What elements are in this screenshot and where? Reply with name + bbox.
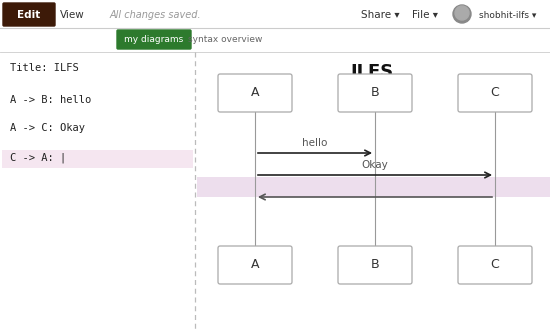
Circle shape <box>455 6 469 20</box>
Text: ILFS: ILFS <box>351 63 394 81</box>
Text: View: View <box>59 10 84 20</box>
Bar <box>197 177 550 197</box>
Text: C: C <box>491 259 499 272</box>
FancyBboxPatch shape <box>338 246 412 284</box>
Text: syntax overview: syntax overview <box>188 36 262 44</box>
FancyBboxPatch shape <box>218 74 292 112</box>
Text: shobhit-ilfs ▾: shobhit-ilfs ▾ <box>479 11 537 20</box>
Text: B: B <box>371 87 380 100</box>
Text: A: A <box>251 87 259 100</box>
Text: B: B <box>371 259 380 272</box>
Text: All changes saved.: All changes saved. <box>109 10 201 20</box>
Text: my diagrams: my diagrams <box>124 35 184 44</box>
Text: A -> C: Okay: A -> C: Okay <box>10 123 85 133</box>
Text: A: A <box>251 259 259 272</box>
Text: Okay: Okay <box>362 160 388 170</box>
FancyBboxPatch shape <box>338 74 412 112</box>
Bar <box>2 150 193 168</box>
FancyBboxPatch shape <box>117 30 191 49</box>
Text: A -> B: hello: A -> B: hello <box>10 95 91 105</box>
Text: Title: ILFS: Title: ILFS <box>10 63 79 73</box>
Text: Share ▾: Share ▾ <box>361 10 399 20</box>
Text: hello: hello <box>302 138 328 148</box>
FancyBboxPatch shape <box>218 246 292 284</box>
Text: C: C <box>491 87 499 100</box>
Text: Edit: Edit <box>18 10 41 20</box>
Text: C -> A: |: C -> A: | <box>10 153 66 163</box>
Text: File ▾: File ▾ <box>412 10 438 20</box>
FancyBboxPatch shape <box>458 246 532 284</box>
FancyBboxPatch shape <box>458 74 532 112</box>
Circle shape <box>453 5 471 23</box>
FancyBboxPatch shape <box>3 3 55 26</box>
